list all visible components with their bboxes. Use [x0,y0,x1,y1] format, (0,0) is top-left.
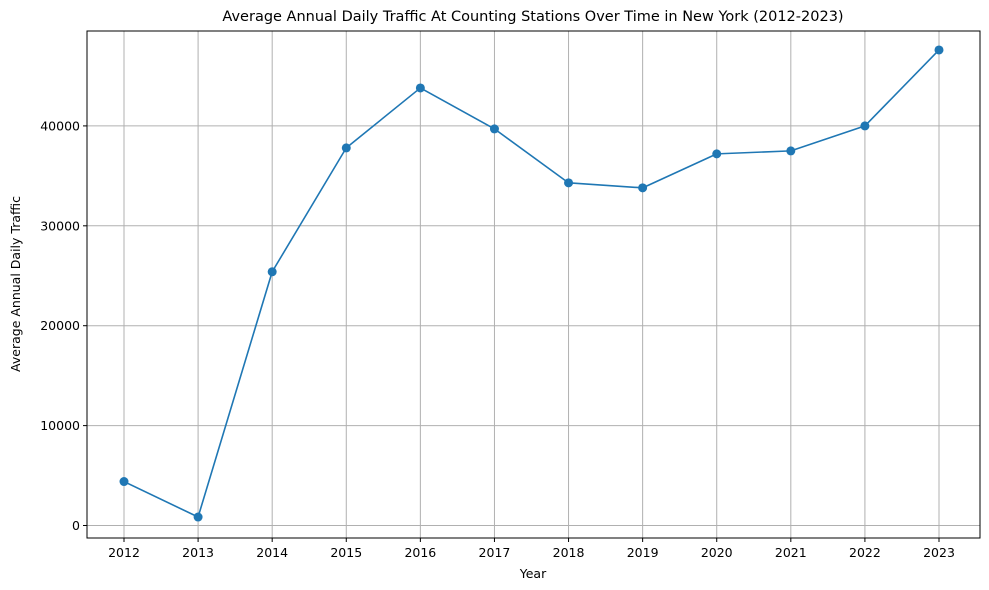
x-tick-label: 2017 [479,545,511,560]
data-point [341,143,351,153]
series-line-layer [123,49,940,518]
y-tick-label: 0 [72,518,80,533]
data-point [489,124,499,134]
chart-title: Average Annual Daily Traffic At Counting… [222,9,843,25]
x-tick-label: 2012 [108,545,140,560]
data-point [267,267,277,277]
data-point [860,121,870,131]
x-axis-label: Year [519,566,547,581]
grid [87,31,980,538]
data-point [415,83,425,93]
data-points [119,45,944,522]
data-point [119,477,129,487]
data-point [638,183,648,193]
y-axis-label: Average Annual Daily Traffic [8,196,23,372]
x-tick-label: 2016 [404,545,436,560]
x-axis-ticks: 2012 2013 2014 2015 2016 2017 2018 2019 2020 2021… [108,538,955,560]
x-tick-label: 2018 [553,545,585,560]
x-tick-label: 2019 [627,545,659,560]
x-tick-label: 2022 [849,545,881,560]
y-tick-label: 40000 [40,118,80,133]
x-tick-label: 2021 [775,545,807,560]
data-point [564,178,574,188]
data-point [786,146,796,156]
x-tick-label: 2023 [923,545,955,560]
x-tick-label: 2020 [701,545,733,560]
plot-area-frame [86,30,981,539]
x-tick-label: 2014 [256,545,288,560]
data-point [934,45,944,55]
data-point [193,512,203,522]
data-point [712,149,722,159]
y-tick-label: 10000 [40,418,80,433]
y-axis-ticks: 0 10000 20000 30000 40000 [40,118,87,533]
y-tick-label: 30000 [40,218,80,233]
y-tick-label: 20000 [40,318,80,333]
x-tick-label: 2015 [330,545,362,560]
series-line [123,49,940,518]
x-tick-label: 2013 [182,545,214,560]
